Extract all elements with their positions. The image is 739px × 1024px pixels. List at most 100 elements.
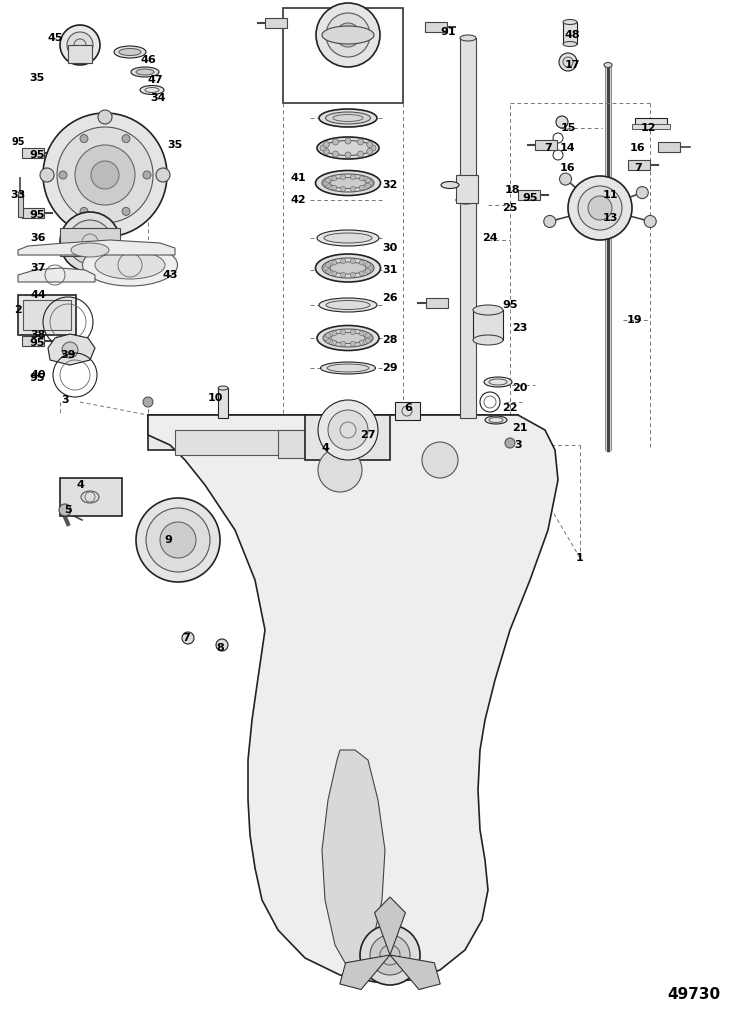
Bar <box>456 175 478 203</box>
Circle shape <box>332 185 337 190</box>
Bar <box>635 118 667 126</box>
Circle shape <box>333 139 338 145</box>
Circle shape <box>326 268 330 273</box>
Text: 3: 3 <box>61 395 69 406</box>
Ellipse shape <box>322 26 374 44</box>
Bar <box>658 142 680 152</box>
Circle shape <box>98 226 112 240</box>
Ellipse shape <box>456 196 476 204</box>
Circle shape <box>578 186 622 230</box>
Circle shape <box>332 422 362 452</box>
Ellipse shape <box>319 298 377 312</box>
Text: 95: 95 <box>30 373 45 383</box>
Ellipse shape <box>327 364 369 372</box>
Circle shape <box>156 168 170 182</box>
Ellipse shape <box>316 171 381 196</box>
Text: 32: 32 <box>382 180 398 190</box>
Circle shape <box>370 935 410 975</box>
Text: 16: 16 <box>560 163 576 173</box>
Bar <box>460 38 476 418</box>
Text: 5: 5 <box>64 505 72 515</box>
Circle shape <box>324 148 330 155</box>
Bar <box>535 140 557 150</box>
Text: 48: 48 <box>564 30 580 40</box>
Circle shape <box>318 449 362 492</box>
Ellipse shape <box>330 262 366 274</box>
Circle shape <box>345 138 351 144</box>
Circle shape <box>67 32 93 58</box>
Circle shape <box>367 265 372 270</box>
Circle shape <box>57 127 153 223</box>
Text: 33: 33 <box>10 190 26 200</box>
Circle shape <box>365 262 370 267</box>
Text: 7: 7 <box>634 163 642 173</box>
Circle shape <box>359 176 364 181</box>
Circle shape <box>60 212 120 272</box>
Circle shape <box>341 175 346 179</box>
Bar <box>563 22 577 44</box>
Ellipse shape <box>83 244 177 286</box>
Circle shape <box>341 341 346 346</box>
Circle shape <box>98 110 112 124</box>
Circle shape <box>326 183 330 188</box>
Bar <box>632 124 670 129</box>
Text: 44: 44 <box>30 290 46 300</box>
Ellipse shape <box>460 35 476 41</box>
Circle shape <box>326 333 330 338</box>
Text: 10: 10 <box>208 393 222 403</box>
Ellipse shape <box>441 181 459 188</box>
Bar <box>305 415 390 460</box>
Ellipse shape <box>317 230 379 246</box>
Text: 40: 40 <box>30 370 46 380</box>
Ellipse shape <box>317 137 379 159</box>
Circle shape <box>371 428 379 436</box>
Circle shape <box>341 259 346 263</box>
Circle shape <box>78 230 102 254</box>
Circle shape <box>320 145 326 151</box>
Text: 34: 34 <box>150 93 166 103</box>
Circle shape <box>184 428 192 436</box>
Text: 16: 16 <box>630 143 646 153</box>
Ellipse shape <box>331 333 365 343</box>
Text: 36: 36 <box>30 233 46 243</box>
Text: 26: 26 <box>382 293 398 303</box>
Circle shape <box>350 175 355 179</box>
Circle shape <box>316 3 380 67</box>
Circle shape <box>326 178 330 183</box>
Circle shape <box>365 338 370 343</box>
Circle shape <box>644 215 656 227</box>
Text: 95: 95 <box>30 338 45 348</box>
Ellipse shape <box>324 233 372 243</box>
Bar <box>60 478 122 516</box>
Circle shape <box>636 186 648 199</box>
Ellipse shape <box>316 254 381 282</box>
Circle shape <box>365 178 370 183</box>
Text: 13: 13 <box>602 213 618 223</box>
Text: 8: 8 <box>216 643 224 653</box>
Text: 95: 95 <box>522 193 538 203</box>
Circle shape <box>326 13 370 57</box>
Circle shape <box>62 342 78 358</box>
Text: 41: 41 <box>290 173 306 183</box>
Circle shape <box>505 438 515 449</box>
Text: 35: 35 <box>30 73 44 83</box>
Text: 12: 12 <box>640 123 655 133</box>
Circle shape <box>324 141 330 147</box>
Text: 19: 19 <box>627 315 643 325</box>
Bar <box>22 336 44 346</box>
Bar <box>265 18 287 28</box>
Circle shape <box>324 265 329 270</box>
Bar <box>518 190 540 200</box>
Text: 95: 95 <box>503 300 518 310</box>
Circle shape <box>359 260 364 265</box>
Text: 7: 7 <box>182 633 190 643</box>
Circle shape <box>143 397 153 407</box>
Circle shape <box>333 152 338 157</box>
Circle shape <box>365 268 370 273</box>
Circle shape <box>75 145 135 205</box>
Ellipse shape <box>563 19 577 25</box>
Circle shape <box>161 428 169 436</box>
Circle shape <box>451 428 459 436</box>
Circle shape <box>306 428 314 436</box>
Text: 43: 43 <box>163 270 178 280</box>
